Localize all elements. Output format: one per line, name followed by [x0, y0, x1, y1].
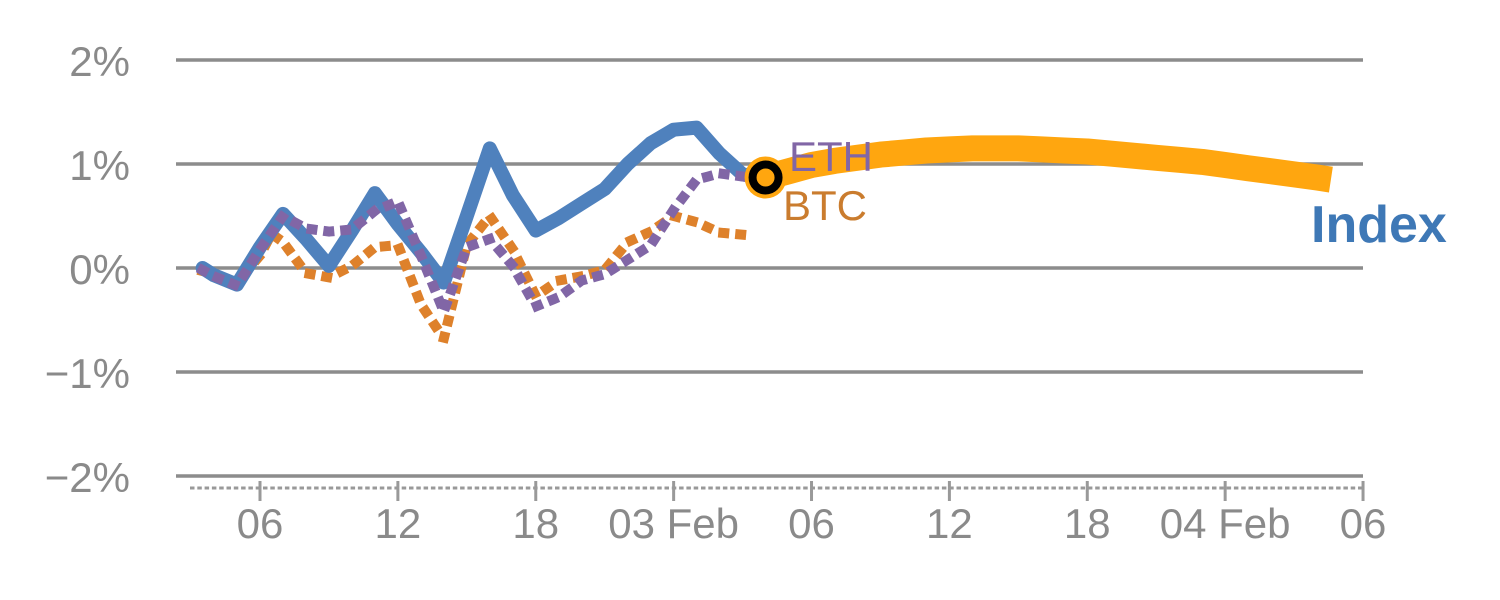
y-tick-label-−2%: −2%	[45, 454, 130, 501]
y-tick-label-1%: 1%	[69, 142, 130, 189]
btc-series-label: BTC	[783, 182, 867, 229]
btc-line	[196, 211, 761, 344]
y-tick-label-0%: 0%	[69, 246, 130, 293]
x-tick-label-12: 12	[926, 500, 973, 547]
index-line	[195, 120, 773, 292]
x-tick-label-12: 12	[375, 500, 422, 547]
index-forecast-line	[762, 135, 1333, 193]
index-series-label: Index	[1311, 196, 1447, 254]
x-tick-label-04 Feb: 04 Feb	[1160, 500, 1291, 547]
eth-series-label: ETH	[789, 133, 873, 180]
x-tick-label-03 Feb: 03 Feb	[608, 500, 739, 547]
x-tick-label-06: 06	[788, 500, 835, 547]
x-tick-label-06: 06	[237, 500, 284, 547]
forecast-start-marker	[748, 160, 783, 195]
y-tick-label-−1%: −1%	[45, 350, 130, 397]
x-tick-label-06: 06	[1340, 500, 1387, 547]
eth-line	[195, 168, 749, 317]
x-tick-label-18: 18	[512, 500, 559, 547]
x-tick-label-18: 18	[1064, 500, 1111, 547]
y-tick-label-2%: 2%	[69, 38, 130, 85]
